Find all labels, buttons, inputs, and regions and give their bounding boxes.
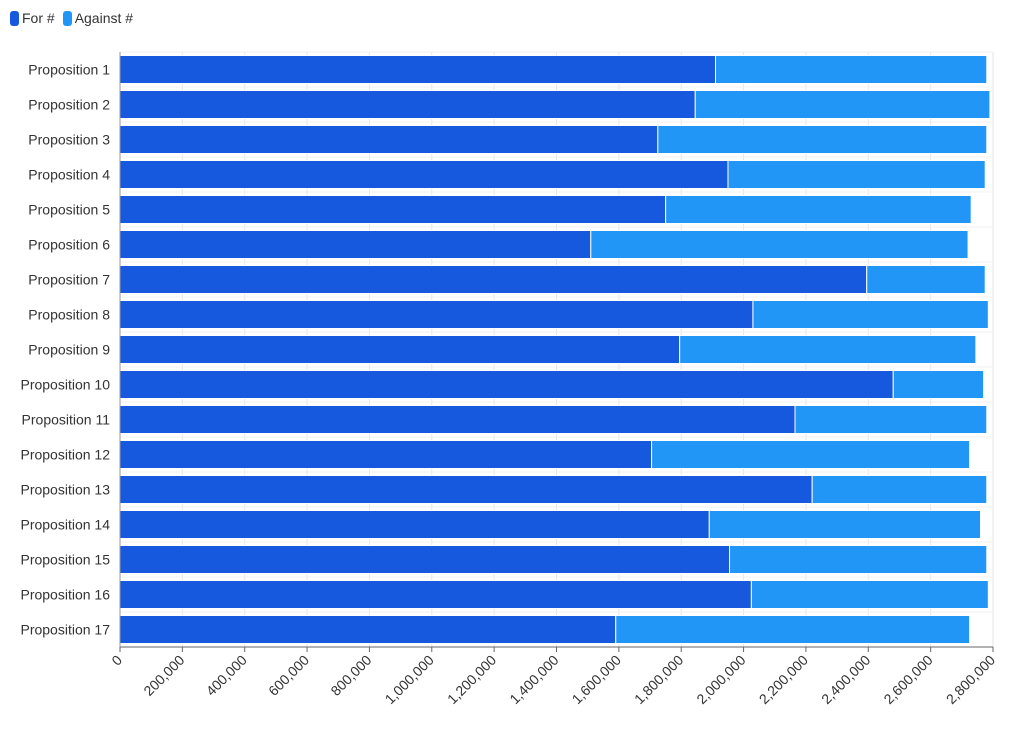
- legend-swatch-against: [62, 10, 72, 26]
- y-tick-label: Proposition 13: [20, 482, 110, 498]
- bar-segment-for[interactable]: [119, 615, 617, 644]
- bar-segment-for[interactable]: [119, 265, 868, 294]
- bar-segment-against[interactable]: [811, 475, 988, 504]
- y-tick-label: Proposition 14: [20, 517, 110, 533]
- bar-segment-against[interactable]: [708, 510, 982, 539]
- bar-segment-for[interactable]: [119, 160, 729, 189]
- y-tick-label: Proposition 12: [20, 447, 110, 463]
- bar-segment-for[interactable]: [119, 335, 681, 364]
- y-tick-label: Proposition 7: [28, 272, 110, 288]
- y-tick-label: Proposition 5: [28, 202, 110, 218]
- x-tick-label: 1,000,000: [382, 652, 438, 708]
- bar-segment-for[interactable]: [119, 405, 796, 434]
- bar-segment-against[interactable]: [665, 195, 972, 224]
- bar-segment-against[interactable]: [892, 370, 985, 399]
- bar-segment-for[interactable]: [119, 230, 592, 259]
- x-tick-label: 200,000: [140, 652, 187, 699]
- y-tick-label: Proposition 16: [20, 587, 110, 603]
- x-tick-label: 2,200,000: [756, 652, 812, 708]
- bar-segment-against[interactable]: [590, 230, 969, 259]
- x-tick-label: 600,000: [265, 652, 312, 699]
- x-tick-label: 1,800,000: [631, 652, 687, 708]
- bar-segment-against[interactable]: [657, 125, 988, 154]
- bar-segment-for[interactable]: [119, 475, 813, 504]
- legend: For # Against #: [10, 10, 141, 26]
- x-tick-label: 2,600,000: [880, 652, 936, 708]
- bar-segment-for[interactable]: [119, 125, 659, 154]
- x-tick-label: 1,200,000: [444, 652, 500, 708]
- bar-segment-for[interactable]: [119, 510, 710, 539]
- y-tick-label: Proposition 10: [20, 377, 110, 393]
- bar-segment-against[interactable]: [694, 90, 991, 119]
- x-tick-label: 2,800,000: [943, 652, 999, 708]
- bar-segment-for[interactable]: [119, 440, 653, 469]
- bar-segment-for[interactable]: [119, 55, 717, 84]
- y-tick-label: Proposition 11: [22, 412, 111, 428]
- bar-segment-against[interactable]: [794, 405, 988, 434]
- y-tick-label: Proposition 15: [20, 552, 110, 568]
- bar-segment-for[interactable]: [119, 195, 667, 224]
- legend-label-against: Against #: [74, 10, 134, 26]
- y-tick-label: Proposition 9: [28, 342, 110, 358]
- bar-segment-against[interactable]: [615, 615, 971, 644]
- legend-item-against[interactable]: Against #: [62, 10, 134, 26]
- y-tick-label: Proposition 2: [28, 97, 110, 113]
- x-tick-label: 0: [108, 652, 125, 669]
- bar-segment-against[interactable]: [727, 160, 986, 189]
- bar-segment-against[interactable]: [752, 300, 989, 329]
- bar-segment-against[interactable]: [729, 545, 988, 574]
- legend-swatch-for: [10, 10, 19, 26]
- bar-segment-against[interactable]: [651, 440, 971, 469]
- legend-item-for[interactable]: For #: [10, 10, 55, 26]
- bar-segment-for[interactable]: [119, 370, 894, 399]
- legend-label-for: For #: [22, 10, 55, 26]
- y-tick-label: Proposition 3: [28, 132, 110, 148]
- x-tick-label: 400,000: [203, 652, 250, 699]
- y-tick-label: Proposition 8: [28, 307, 110, 323]
- bar-segment-against[interactable]: [715, 55, 988, 84]
- x-tick-label: 2,400,000: [818, 652, 874, 708]
- bar-segment-against[interactable]: [679, 335, 977, 364]
- y-tick-label: Proposition 1: [28, 62, 110, 78]
- x-tick-label: 800,000: [327, 652, 374, 699]
- bar-segment-against[interactable]: [866, 265, 986, 294]
- x-tick-label: 1,600,000: [569, 652, 625, 708]
- y-tick-label: Proposition 4: [28, 167, 110, 183]
- y-tick-label: Proposition 17: [20, 622, 110, 638]
- x-tick-label: 1,400,000: [506, 652, 562, 708]
- x-tick-label: 2,000,000: [693, 652, 749, 708]
- bar-segment-for[interactable]: [119, 545, 731, 574]
- bar-segment-for[interactable]: [119, 300, 754, 329]
- bar-segment-for[interactable]: [119, 580, 752, 609]
- y-tick-label: Proposition 6: [28, 237, 110, 253]
- bar-segment-for[interactable]: [119, 90, 696, 119]
- bar-segment-against[interactable]: [750, 580, 989, 609]
